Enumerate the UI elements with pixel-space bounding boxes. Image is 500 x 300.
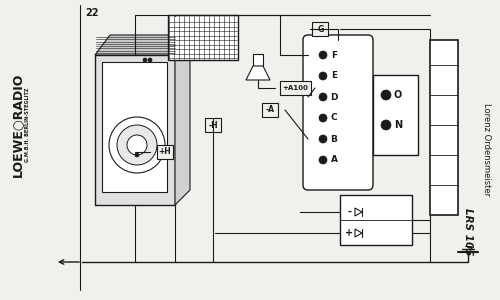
Circle shape — [135, 153, 139, 157]
Text: +A100: +A100 — [282, 85, 308, 91]
Polygon shape — [355, 229, 362, 237]
Text: E: E — [331, 71, 337, 80]
Bar — [262, 103, 278, 117]
Text: 22: 22 — [85, 8, 98, 18]
Text: B: B — [330, 134, 338, 143]
Bar — [312, 22, 328, 36]
Bar — [95, 55, 175, 205]
Circle shape — [109, 117, 165, 173]
Bar — [168, 15, 238, 60]
Circle shape — [117, 125, 157, 165]
Circle shape — [319, 93, 327, 101]
Circle shape — [159, 146, 167, 154]
Text: G.M.B.H. BERLIN-STEGLITZ: G.M.B.H. BERLIN-STEGLITZ — [26, 88, 30, 162]
Bar — [430, 40, 458, 215]
Bar — [340, 195, 412, 245]
Text: -G: -G — [316, 25, 324, 34]
Text: N: N — [394, 120, 402, 130]
Bar — [157, 145, 173, 159]
Circle shape — [319, 156, 327, 164]
Text: A: A — [330, 155, 338, 164]
Polygon shape — [95, 35, 190, 55]
Text: O: O — [394, 90, 402, 100]
Circle shape — [381, 90, 391, 100]
Text: D: D — [330, 92, 338, 101]
Circle shape — [319, 51, 327, 59]
Text: +H: +H — [158, 148, 172, 157]
Text: +: + — [345, 228, 353, 238]
Polygon shape — [175, 35, 190, 205]
Bar — [373, 75, 418, 155]
Text: F: F — [331, 50, 337, 59]
Text: LOEWE○RADIO: LOEWE○RADIO — [12, 73, 24, 177]
Text: -A: -A — [266, 106, 274, 115]
Circle shape — [319, 135, 327, 143]
Circle shape — [319, 72, 327, 80]
Bar — [205, 118, 221, 132]
Circle shape — [381, 120, 391, 130]
Circle shape — [319, 114, 327, 122]
Circle shape — [148, 58, 152, 62]
Text: Lorenz Ordensmeister: Lorenz Ordensmeister — [482, 103, 492, 196]
Text: -H: -H — [208, 121, 218, 130]
Bar — [253, 54, 263, 66]
Text: LRS 105: LRS 105 — [463, 208, 473, 256]
Circle shape — [159, 146, 167, 154]
Text: -: - — [347, 207, 351, 217]
Bar — [102, 62, 167, 192]
Polygon shape — [246, 66, 270, 80]
Polygon shape — [355, 208, 362, 216]
Text: C: C — [330, 113, 338, 122]
FancyBboxPatch shape — [303, 35, 373, 190]
Circle shape — [143, 58, 147, 62]
Bar — [280, 81, 310, 95]
Circle shape — [127, 135, 147, 155]
